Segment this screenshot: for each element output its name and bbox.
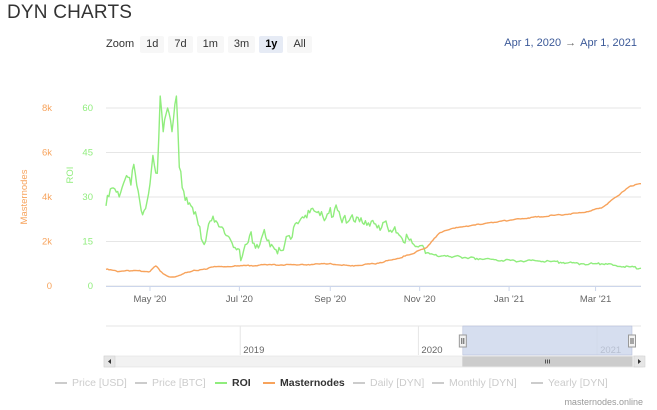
roi-tick-label: 30 [82, 192, 93, 203]
legend-swatch [353, 382, 365, 384]
navigator-year-label: 2019 [243, 345, 264, 356]
navigator[interactable]: 201920202021 [103, 325, 646, 368]
legend-item-masternodes[interactable]: Masternodes [263, 377, 345, 389]
legend-swatch [432, 382, 444, 384]
scrollbar-right-arrow-icon[interactable] [633, 355, 646, 368]
legend-swatch [215, 382, 227, 384]
range-arrow: → [565, 37, 577, 49]
navigator-year-label: 2020 [421, 345, 442, 356]
range-from-input[interactable]: Apr 1, 2020 [504, 37, 562, 49]
x-tick-label: Sep '20 [314, 294, 346, 305]
masternodes-tick-label: 0 [47, 281, 52, 292]
legend-label: Price [USD] [72, 377, 127, 389]
page-title: DYN CHARTS [7, 2, 133, 23]
legend-swatch [135, 382, 147, 384]
legend-item-price-usd[interactable]: Price [USD] [55, 377, 127, 389]
roi-tick-label: 60 [82, 103, 93, 114]
roi-tick-label: 0 [88, 281, 93, 292]
legend-label: Price [BTC] [152, 377, 206, 389]
x-tick-label: Nov '20 [404, 294, 436, 305]
legend-item-monthly-dyn[interactable]: Monthly [DYN] [432, 377, 517, 389]
legend-label: Monthly [DYN] [449, 377, 517, 389]
legend-item-roi[interactable]: ROI [215, 377, 251, 389]
roi-tick-label: 15 [82, 237, 93, 248]
navigator-right-handle[interactable] [628, 334, 636, 348]
roi-series-line [105, 95, 642, 270]
navigator-left-handle[interactable] [458, 334, 467, 348]
series-lines [105, 95, 642, 278]
zoom-button-7d[interactable]: 7d [168, 35, 193, 53]
masternodes-axis-title: Masternodes [19, 169, 30, 224]
zoom-button-all[interactable]: All [287, 35, 312, 53]
zoom-button-1y[interactable]: 1y [259, 35, 284, 53]
legend-item-daily-dyn[interactable]: Daily [DYN] [353, 377, 424, 389]
zoom-button-1d[interactable]: 1d [140, 35, 165, 53]
handle-grip [628, 334, 636, 348]
legend-label: ROI [232, 377, 251, 389]
x-tick-label: Mar '21 [580, 294, 611, 305]
legend-label: Masternodes [280, 377, 345, 389]
zoom-button-1m[interactable]: 1m [196, 35, 224, 53]
x-tick-label: Jul '20 [226, 294, 253, 305]
masternodes-tick-label: 2k [42, 237, 52, 248]
zoom-button-3m[interactable]: 3m [227, 35, 256, 53]
legend-item-yearly-dyn[interactable]: Yearly [DYN] [531, 377, 608, 389]
legend-swatch [531, 382, 543, 384]
legend-label: Daily [DYN] [370, 377, 425, 389]
scrollbar-left-arrow-icon[interactable] [103, 355, 116, 368]
roi-tick-label: 45 [82, 148, 93, 159]
x-tick-label: Jan '21 [494, 294, 524, 305]
date-range: Apr 1, 2020 → Apr 1, 2021 [504, 37, 637, 49]
legend-label: Yearly [DYN] [548, 377, 608, 389]
legend-swatch [55, 382, 67, 384]
credit-text: masternodes.online [564, 397, 643, 407]
legend-swatch [263, 382, 275, 384]
axes: 0 2k 4k 6k 8k 0 15 30 45 60 Masternodes ROI May '20 J… [19, 103, 641, 305]
x-tick-label: May '20 [133, 294, 166, 305]
masternodes-tick-label: 6k [42, 148, 52, 159]
masternodes-tick-label: 4k [42, 192, 52, 203]
zoom-label: Zoom [106, 38, 135, 50]
range-to-input[interactable]: Apr 1, 2021 [580, 37, 637, 49]
navigator-selected-range[interactable] [462, 325, 633, 356]
legend: Price [USD] Price [BTC] ROI Masternodes Dail… [0, 377, 657, 393]
masternodes-tick-label: 8k [42, 103, 52, 114]
legend-item-price-btc[interactable]: Price [BTC] [135, 377, 206, 389]
arrow-shape [108, 359, 111, 364]
handle-grip [458, 334, 467, 348]
arrow-shape [638, 359, 641, 364]
roi-axis-title: ROI [65, 167, 76, 184]
zoom-selector: Zoom 1d 7d 1m 3m 1y All [106, 35, 316, 53]
masternodes-series-line [105, 183, 641, 278]
